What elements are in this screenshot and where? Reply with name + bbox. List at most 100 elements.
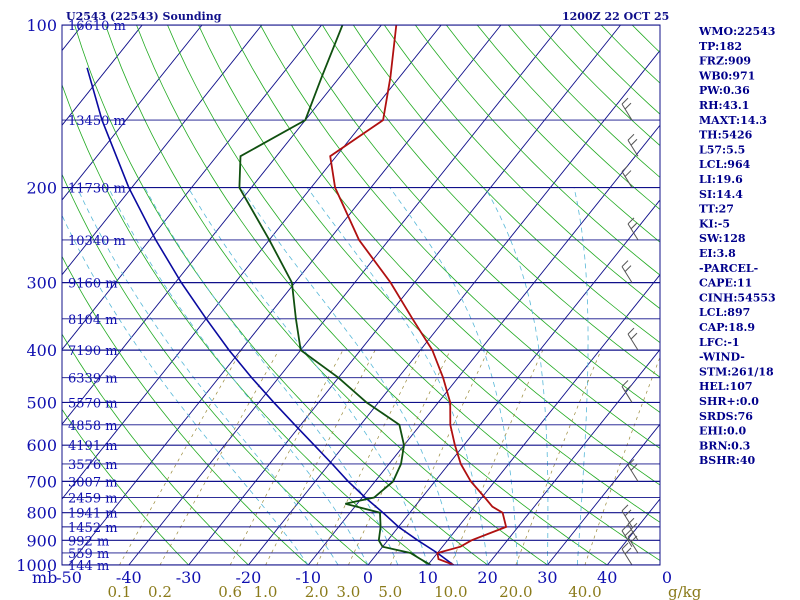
index-value: -PARCEL-: [699, 262, 758, 275]
isotherm-line: [62, 25, 322, 351]
height-label: 8104 m: [68, 313, 118, 328]
isotherm-line: [62, 25, 442, 500]
index-value: SRDS:76: [699, 410, 753, 423]
height-label: 144 m: [68, 559, 109, 574]
temperature-trace: [329, 25, 508, 565]
height-label: 2459 m: [68, 492, 118, 507]
wind-barb: [621, 97, 633, 121]
wind-barbs: [621, 97, 639, 566]
index-value: LCL:964: [699, 158, 751, 171]
valid-time: 1200Z 22 OCT 25: [562, 10, 669, 23]
mixing-ratio-label: 1.0: [254, 583, 278, 600]
pressure-label: 500: [26, 393, 57, 412]
height-label: 5570 m: [68, 396, 118, 411]
temperature-tick-label: 10: [418, 568, 438, 587]
wind-barb: [627, 133, 639, 157]
isotherm-line: [62, 25, 143, 126]
mixing-ratio-label: 5.0: [378, 583, 402, 600]
temperature-tick-label: -20: [236, 568, 262, 587]
index-value: LI:19.6: [699, 173, 743, 186]
mixing-ratio-label: 10.0: [434, 583, 467, 600]
height-label: 1941 m: [68, 507, 118, 522]
isotherm-line: [188, 25, 621, 565]
height-label: 10340 m: [68, 234, 126, 249]
height-label: 3576 m: [68, 458, 118, 473]
index-value: RH:43.1: [699, 99, 749, 112]
wind-barb: [627, 327, 639, 351]
index-value: WMO:22543: [698, 25, 775, 38]
height-label: 4858 m: [68, 419, 118, 434]
mixing-ratio-label: 0.6: [218, 583, 242, 600]
wind-barb: [627, 458, 639, 482]
moist-adiabat-line: [76, 187, 339, 565]
index-value: MAXT:14.3: [699, 114, 767, 127]
index-value: EHI:0.0: [699, 425, 746, 438]
height-label: 16610 m: [68, 19, 126, 34]
index-value: FRZ:909: [699, 55, 751, 68]
wind-barb: [621, 260, 633, 283]
index-value: TT:27: [699, 203, 734, 216]
height-label: 6339 m: [68, 372, 118, 387]
height-label: 11730 m: [68, 182, 126, 197]
pressure-label: 200: [26, 179, 57, 198]
wind-barb: [621, 542, 633, 566]
pressure-label: 300: [26, 274, 57, 293]
height-label: 559 m: [68, 547, 109, 562]
wind-barb: [627, 217, 639, 241]
isotherm-line: [248, 49, 660, 565]
wind-barb: [621, 504, 633, 528]
mixing-ratio-unit-label: g/kg: [668, 583, 702, 600]
index-value: CAPE:11: [699, 277, 752, 290]
mixing-ratio-label: 3.0: [336, 583, 360, 600]
index-value: CINH:54553: [699, 291, 776, 304]
pressure-label: 800: [26, 504, 57, 523]
index-value: TP:182: [699, 40, 742, 53]
temperature-tick-label: 0: [662, 568, 672, 587]
height-label: 992 m: [68, 534, 109, 549]
temperature-tick-label: -30: [176, 568, 202, 587]
index-value: WB0:971: [698, 69, 755, 82]
index-value: LFC:-1: [699, 336, 740, 349]
mixing-ratio-label: 0.1: [107, 583, 131, 600]
index-value: CAP:18.9: [699, 321, 755, 334]
isotherm-line: [427, 274, 660, 565]
isotherm-line: [62, 25, 203, 201]
isotherm-line: [307, 124, 660, 565]
parcel-trace: [86, 67, 454, 565]
temperature-tick-label: -50: [56, 568, 82, 587]
pressure-unit-label: mb: [32, 568, 57, 587]
index-value: BRN:0.3: [699, 439, 750, 452]
index-value: SW:128: [699, 232, 746, 245]
mixing-ratio-label: 20.0: [499, 583, 532, 600]
height-label: 4191 m: [68, 439, 118, 454]
isotherm-line: [367, 199, 660, 565]
temperature-tick-label: 40: [597, 568, 617, 587]
isotherm-line: [62, 25, 382, 425]
index-value: EI:3.8: [699, 247, 736, 260]
pressure-label: 600: [26, 436, 57, 455]
pressure-label: 900: [26, 531, 57, 550]
index-value: BSHR:40: [699, 454, 755, 467]
sounding-profiles: [86, 25, 508, 565]
height-label: 3007 m: [68, 475, 118, 490]
wind-barb: [621, 380, 633, 403]
wind-barb: [621, 524, 633, 547]
index-value: KI:-5: [699, 217, 730, 230]
mixing-ratio-label: 40.0: [568, 583, 601, 600]
index-value: TH:5426: [699, 129, 753, 142]
wind-barb: [621, 165, 633, 188]
index-value: SHR+:0.0: [699, 395, 759, 408]
index-value: -WIND-: [699, 351, 745, 364]
isotherm-line: [62, 25, 263, 276]
height-label: 13450 m: [68, 114, 126, 129]
pressure-label: 1000: [16, 556, 57, 575]
grid-lines: [62, 25, 660, 565]
mixing-ratio-label: 0.2: [148, 583, 172, 600]
dewpoint-trace: [238, 25, 432, 565]
chart-title: U2543 (22543) Sounding: [66, 10, 222, 23]
mixing-ratio-label: 2.0: [305, 583, 329, 600]
isotherm-line: [68, 25, 502, 565]
height-label: 1452 m: [68, 521, 118, 536]
